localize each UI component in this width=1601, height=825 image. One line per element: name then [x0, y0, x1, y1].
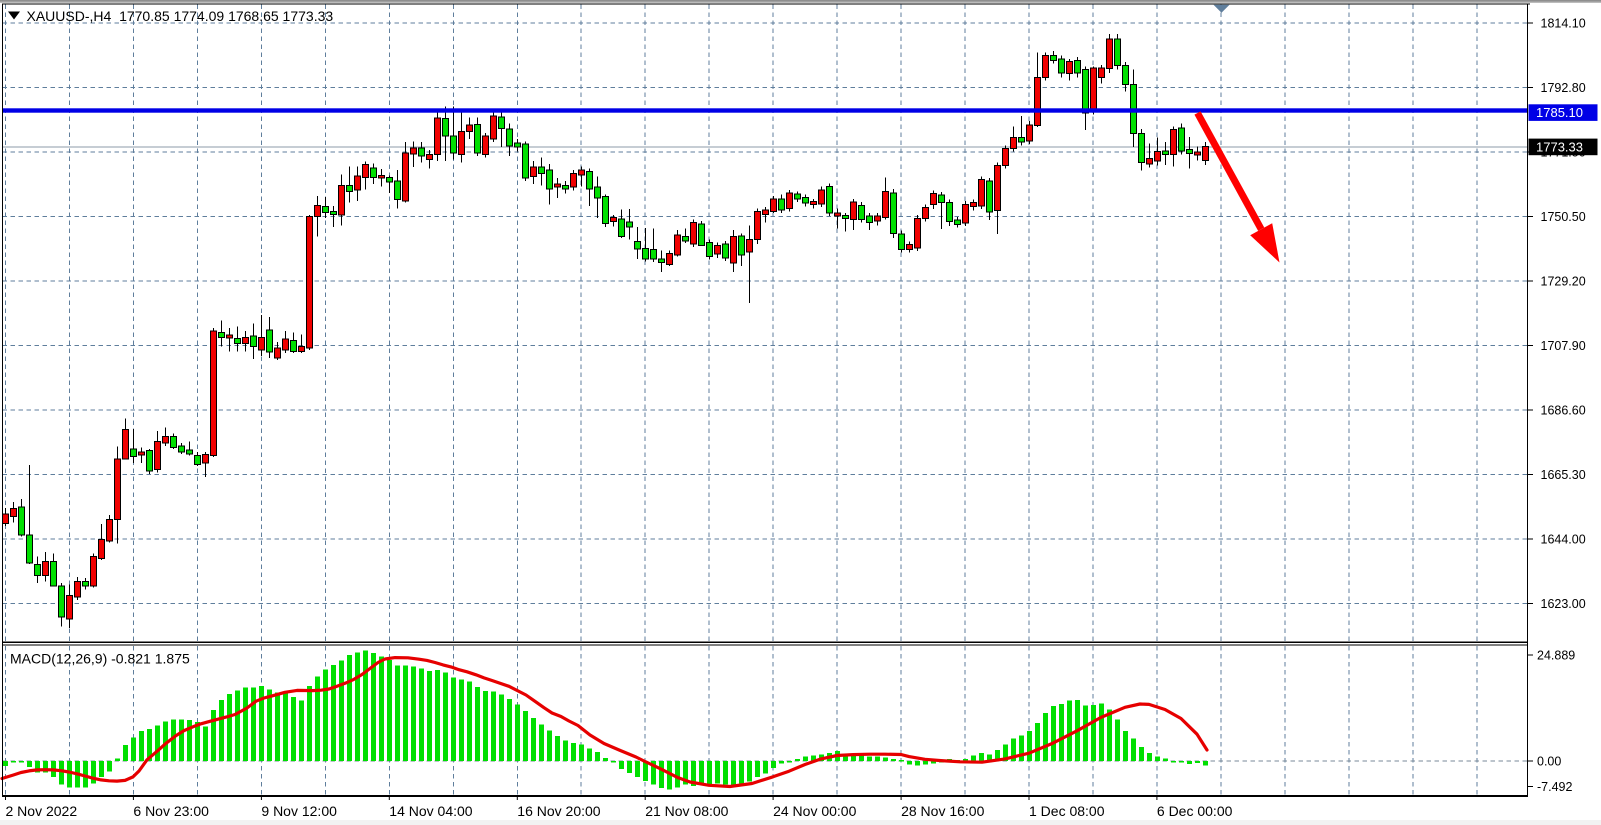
- svg-text:9 Nov 12:00: 9 Nov 12:00: [261, 803, 337, 819]
- svg-text:XAUUSD-,H4 1770.85 1774.09 17: XAUUSD-,H4 1770.85 1774.09 1768.65 1773.…: [27, 8, 334, 24]
- svg-text:14 Nov 04:00: 14 Nov 04:00: [389, 803, 472, 819]
- svg-text:16 Nov 20:00: 16 Nov 20:00: [517, 803, 600, 819]
- svg-text:-7.492: -7.492: [1537, 780, 1572, 794]
- svg-text:1665.30: 1665.30: [1541, 468, 1586, 482]
- svg-text:24 Nov 00:00: 24 Nov 00:00: [773, 803, 856, 819]
- svg-text:28 Nov 16:00: 28 Nov 16:00: [901, 803, 984, 819]
- svg-text:1707.90: 1707.90: [1541, 339, 1586, 353]
- svg-text:1792.80: 1792.80: [1541, 81, 1586, 95]
- svg-text:21 Nov 08:00: 21 Nov 08:00: [645, 803, 728, 819]
- svg-text:0.00: 0.00: [1537, 754, 1561, 768]
- svg-text:2 Nov 2022: 2 Nov 2022: [6, 803, 78, 819]
- svg-text:6 Dec 00:00: 6 Dec 00:00: [1157, 803, 1233, 819]
- svg-text:1785.10: 1785.10: [1536, 105, 1583, 120]
- svg-text:1623.00: 1623.00: [1541, 597, 1586, 611]
- svg-text:1750.50: 1750.50: [1541, 210, 1586, 224]
- svg-text:1773.33: 1773.33: [1536, 139, 1583, 154]
- svg-text:1 Dec 08:00: 1 Dec 08:00: [1029, 803, 1105, 819]
- svg-text:6 Nov 23:00: 6 Nov 23:00: [133, 803, 209, 819]
- svg-text:1814.10: 1814.10: [1541, 16, 1586, 30]
- svg-text:24.889: 24.889: [1537, 648, 1575, 662]
- svg-text:1644.00: 1644.00: [1541, 532, 1586, 546]
- svg-text:1729.20: 1729.20: [1541, 274, 1586, 288]
- svg-text:1686.60: 1686.60: [1541, 403, 1586, 417]
- svg-text:MACD(12,26,9) -0.821 1.875: MACD(12,26,9) -0.821 1.875: [10, 651, 190, 667]
